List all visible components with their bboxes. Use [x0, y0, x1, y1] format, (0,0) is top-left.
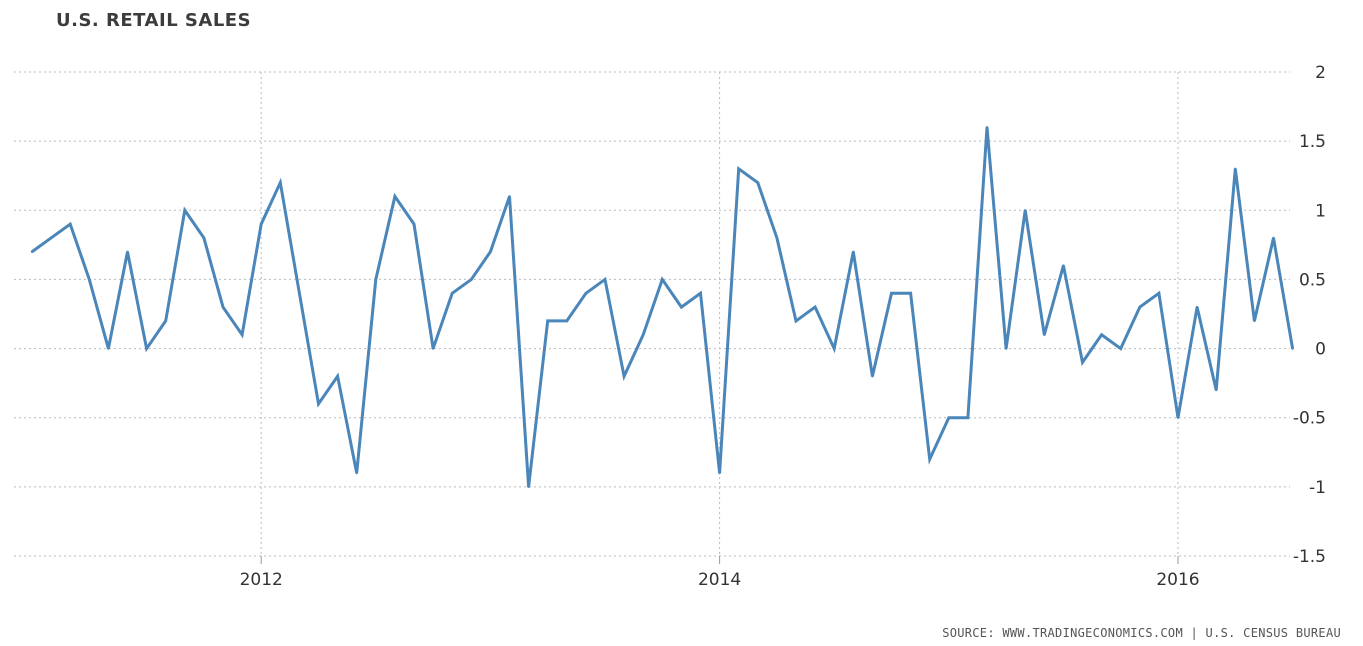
y-tick-label: 1	[1315, 201, 1326, 221]
data-point	[1062, 264, 1065, 267]
data-point	[1215, 388, 1218, 392]
data-point	[565, 319, 568, 323]
data-point	[355, 471, 358, 475]
data-point	[336, 375, 339, 378]
data-point	[947, 416, 950, 419]
data-point	[1253, 319, 1256, 323]
x-tick-label: 2016	[1156, 570, 1199, 590]
x-tick-label: 2012	[240, 570, 283, 590]
y-tick-label: -0.5	[1293, 409, 1326, 429]
data-point	[1157, 292, 1161, 295]
data-point	[1119, 347, 1122, 350]
data-point	[1234, 167, 1237, 170]
data-point	[909, 292, 912, 295]
data-point	[985, 126, 989, 129]
data-point	[145, 347, 148, 350]
data-point	[30, 250, 34, 253]
data-point	[107, 347, 110, 350]
data-point	[699, 292, 702, 295]
data-point	[1138, 305, 1142, 309]
data-point	[88, 278, 91, 281]
data-point	[279, 181, 282, 184]
data-point	[1081, 361, 1084, 364]
data-point	[833, 347, 836, 350]
data-point	[1043, 333, 1046, 336]
y-tick-label: 0	[1315, 340, 1326, 360]
data-point	[164, 319, 167, 323]
data-point	[126, 250, 129, 253]
data-point	[661, 278, 664, 281]
data-point	[69, 222, 72, 226]
y-axis: 2 1.5 1 0.5 0 -0.5 -1 -1.5	[1293, 63, 1326, 567]
data-point	[642, 333, 645, 336]
data-point	[183, 209, 186, 212]
data-point	[794, 319, 798, 323]
y-tick-label: -1	[1309, 478, 1326, 498]
data-point	[756, 181, 759, 184]
data-point	[1023, 209, 1027, 212]
data-point	[240, 333, 244, 336]
data-point	[584, 292, 588, 295]
data-point	[622, 375, 626, 378]
data-point	[221, 305, 225, 309]
grid-lines	[14, 71, 1290, 557]
data-point	[508, 195, 511, 198]
data-point	[1100, 333, 1103, 336]
data-point	[813, 305, 817, 309]
data-point	[966, 416, 970, 419]
data-point	[718, 471, 721, 475]
y-tick-label: 0.5	[1299, 270, 1326, 290]
data-point	[928, 458, 931, 461]
y-tick-label: -1.5	[1293, 547, 1326, 567]
data-point	[852, 250, 855, 253]
data-point	[470, 278, 473, 281]
series-line	[31, 127, 1295, 488]
x-axis: 2012 2014 2016	[240, 556, 1200, 590]
x-tick-label: 2014	[698, 570, 741, 590]
series-layer	[30, 126, 1295, 489]
data-point	[374, 278, 377, 281]
y-tick-label: 1.5	[1299, 132, 1326, 152]
data-point	[527, 485, 530, 489]
data-point	[775, 236, 779, 240]
data-point	[49, 236, 53, 240]
data-point	[1004, 347, 1008, 350]
data-point	[393, 195, 397, 198]
data-point	[1195, 305, 1199, 309]
data-point	[202, 236, 206, 240]
data-point	[603, 278, 607, 281]
data-point	[1272, 236, 1275, 240]
data-point	[451, 292, 454, 295]
source-credit: SOURCE: WWW.TRADINGECONOMICS.COM | U.S. …	[942, 626, 1341, 640]
data-point	[1291, 347, 1294, 350]
y-tick-label: 2	[1315, 63, 1326, 83]
data-point	[298, 292, 301, 295]
data-point	[260, 222, 263, 226]
data-point	[890, 292, 893, 295]
chart-title: U.S. RETAIL SALES	[56, 10, 252, 31]
data-point	[489, 250, 492, 253]
data-point	[680, 305, 683, 309]
data-point	[737, 167, 740, 170]
data-point	[412, 222, 416, 226]
data-point	[871, 375, 874, 378]
data-point	[546, 319, 549, 323]
data-point	[1176, 416, 1180, 419]
data-point	[317, 402, 320, 406]
data-point	[431, 347, 435, 350]
